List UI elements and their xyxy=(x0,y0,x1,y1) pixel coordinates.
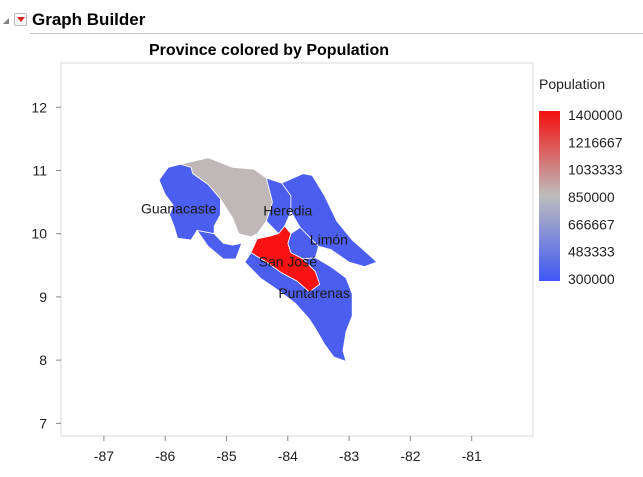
y-tick-label: 11 xyxy=(32,162,47,178)
region-label: Heredia xyxy=(263,202,312,218)
y-tick-label: 9 xyxy=(39,289,47,305)
region-label: Guanacaste xyxy=(141,200,217,216)
y-tick-label: 8 xyxy=(39,352,47,368)
legend-title: Population xyxy=(539,76,605,92)
legend-tick-label: 850000 xyxy=(568,189,615,205)
y-tick-label: 7 xyxy=(39,415,47,431)
legend-tick-label: 1033333 xyxy=(568,162,623,178)
region-puntarenas-nicoya[interactable] xyxy=(196,229,243,260)
y-tick-label: 12 xyxy=(31,99,47,115)
graph-builder-header: Graph Builder xyxy=(0,6,643,34)
x-tick-label: -85 xyxy=(216,448,236,464)
x-tick-label: -86 xyxy=(155,448,175,464)
region-lim-n[interactable] xyxy=(281,173,378,268)
graph-builder-title: Graph Builder xyxy=(32,10,146,29)
y-tick-label: 10 xyxy=(31,226,47,242)
legend-tick-label: 1400000 xyxy=(568,107,623,123)
region-puntarenas[interactable] xyxy=(244,252,353,363)
x-tick-label: -81 xyxy=(462,448,482,464)
region-label: Limón xyxy=(310,231,348,247)
chart-title: Province colored by Population xyxy=(149,42,389,59)
map-regions[interactable] xyxy=(158,157,378,363)
x-tick-label: -83 xyxy=(339,448,359,464)
x-tick-label: -84 xyxy=(278,448,298,464)
header-divider xyxy=(30,33,643,34)
region-label: San José xyxy=(259,254,318,270)
x-tick-label: -82 xyxy=(400,448,420,464)
legend-tick-label: 1216667 xyxy=(568,134,623,150)
x-tick-label: -87 xyxy=(94,448,114,464)
legend-tick-label: 300000 xyxy=(568,271,615,287)
legend-tick-label: 483333 xyxy=(568,244,615,260)
red-triangle-menu-icon[interactable] xyxy=(14,13,27,26)
region-alajuela[interactable] xyxy=(178,157,273,238)
legend-color-bar xyxy=(539,111,560,281)
legend-tick-label: 666667 xyxy=(568,216,615,232)
region-label: Puntarenas xyxy=(278,285,350,301)
collapse-triangle-icon[interactable] xyxy=(3,18,9,24)
color-legend[interactable]: Population 1400000 1216667 1033333 850000 66… xyxy=(539,76,623,287)
